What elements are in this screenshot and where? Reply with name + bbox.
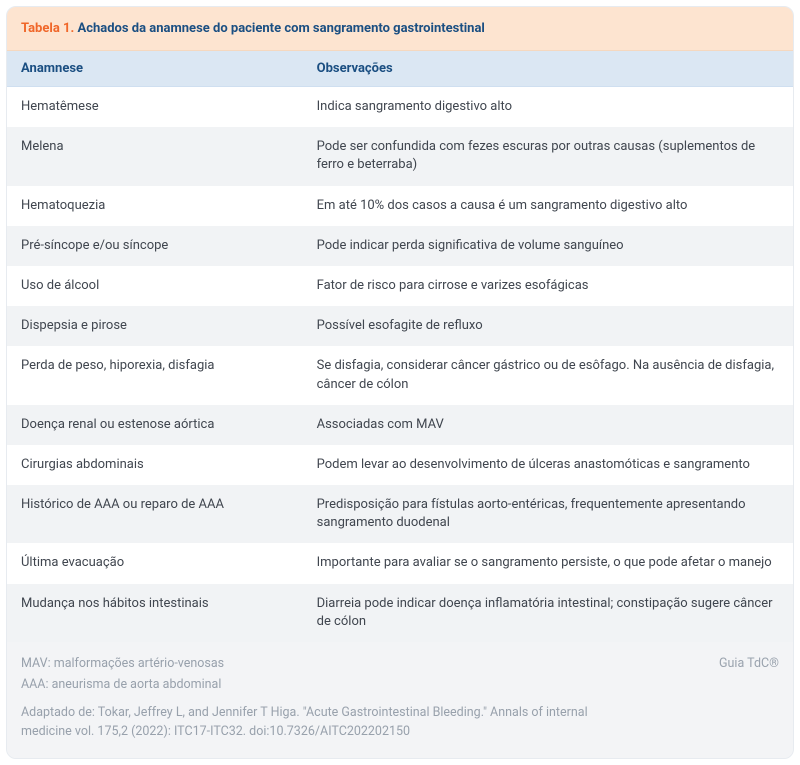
cell-anamnese: Perda de peso, hiporexia, disfagia	[21, 357, 317, 375]
table-row: MelenaPode ser confundida com fezes escu…	[7, 127, 793, 185]
column-header-observacoes: Observações	[317, 61, 779, 76]
table-row: Histórico de AAA ou reparo de AAAPredisp…	[7, 485, 793, 543]
cell-observacoes: Em até 10% dos casos a causa é um sangra…	[317, 197, 779, 215]
table-row: HematêmeseIndica sangramento digestivo a…	[7, 87, 793, 127]
footer-credit: Guia TdC®	[719, 654, 779, 673]
table-row: Última evacuaçãoImportante para avaliar …	[7, 543, 793, 583]
cell-anamnese: Pré-síncope e/ou síncope	[21, 237, 317, 255]
table-row: Cirurgias abdominaisPodem levar ao desen…	[7, 445, 793, 485]
footer-abbr-1: AAA: aneurisma de aorta abdominal	[21, 675, 779, 694]
footer-abbr-0: MAV: malformações artério-venosas	[21, 654, 779, 673]
table-row: Dispepsia e pirosePossível esofagite de …	[7, 306, 793, 346]
table-title-prefix: Tabela 1.	[21, 21, 74, 36]
cell-observacoes: Associadas com MAV	[317, 416, 779, 434]
table-header-row: Anamnese Observações	[7, 51, 793, 87]
cell-observacoes: Fator de risco para cirrose e varizes es…	[317, 277, 779, 295]
table-row: Doença renal ou estenose aórticaAssociad…	[7, 405, 793, 445]
table-row: Perda de peso, hiporexia, disfagiaSe dis…	[7, 346, 793, 404]
footer-citation: Adaptado de: Tokar, Jeffrey L, and Jenni…	[21, 703, 621, 742]
cell-observacoes: Importante para avaliar se o sangramento…	[317, 554, 779, 572]
cell-anamnese: Uso de álcool	[21, 277, 317, 295]
cell-anamnese: Hematoquezia	[21, 197, 317, 215]
table-row: HematoqueziaEm até 10% dos casos a causa…	[7, 186, 793, 226]
cell-observacoes: Pode ser confundida com fezes escuras po…	[317, 138, 779, 174]
cell-observacoes: Podem levar ao desenvolvimento de úlcera…	[317, 456, 779, 474]
cell-observacoes: Indica sangramento digestivo alto	[317, 98, 779, 116]
cell-anamnese: Hematêmese	[21, 98, 317, 116]
cell-anamnese: Mudança nos hábitos intestinais	[21, 595, 317, 613]
cell-observacoes: Possível esofagite de refluxo	[317, 317, 779, 335]
cell-observacoes: Pode indicar perda significativa de volu…	[317, 237, 779, 255]
table-title-bar: Tabela 1. Achados da anamnese do pacient…	[7, 7, 793, 51]
cell-observacoes: Diarreia pode indicar doença inflamatóri…	[317, 595, 779, 631]
cell-anamnese: Doença renal ou estenose aórtica	[21, 416, 317, 434]
table-title-text: Achados da anamnese do paciente com sang…	[77, 21, 484, 36]
table-body: HematêmeseIndica sangramento digestivo a…	[7, 87, 793, 642]
cell-anamnese: Dispepsia e pirose	[21, 317, 317, 335]
table-row: Uso de álcoolFator de risco para cirrose…	[7, 266, 793, 306]
column-header-anamnese: Anamnese	[21, 61, 317, 76]
table-row: Mudança nos hábitos intestinaisDiarreia …	[7, 584, 793, 642]
cell-observacoes: Predisposição para fístulas aorto-entéri…	[317, 496, 779, 532]
cell-observacoes: Se disfagia, considerar câncer gástrico …	[317, 357, 779, 393]
cell-anamnese: Cirurgias abdominais	[21, 456, 317, 474]
table-row: Pré-síncope e/ou síncopePode indicar per…	[7, 226, 793, 266]
table-footer: Guia TdC® MAV: malformações artério-veno…	[7, 642, 793, 758]
cell-anamnese: Melena	[21, 138, 317, 156]
table-container: Tabela 1. Achados da anamnese do pacient…	[6, 6, 794, 759]
cell-anamnese: Última evacuação	[21, 554, 317, 572]
cell-anamnese: Histórico de AAA ou reparo de AAA	[21, 496, 317, 514]
